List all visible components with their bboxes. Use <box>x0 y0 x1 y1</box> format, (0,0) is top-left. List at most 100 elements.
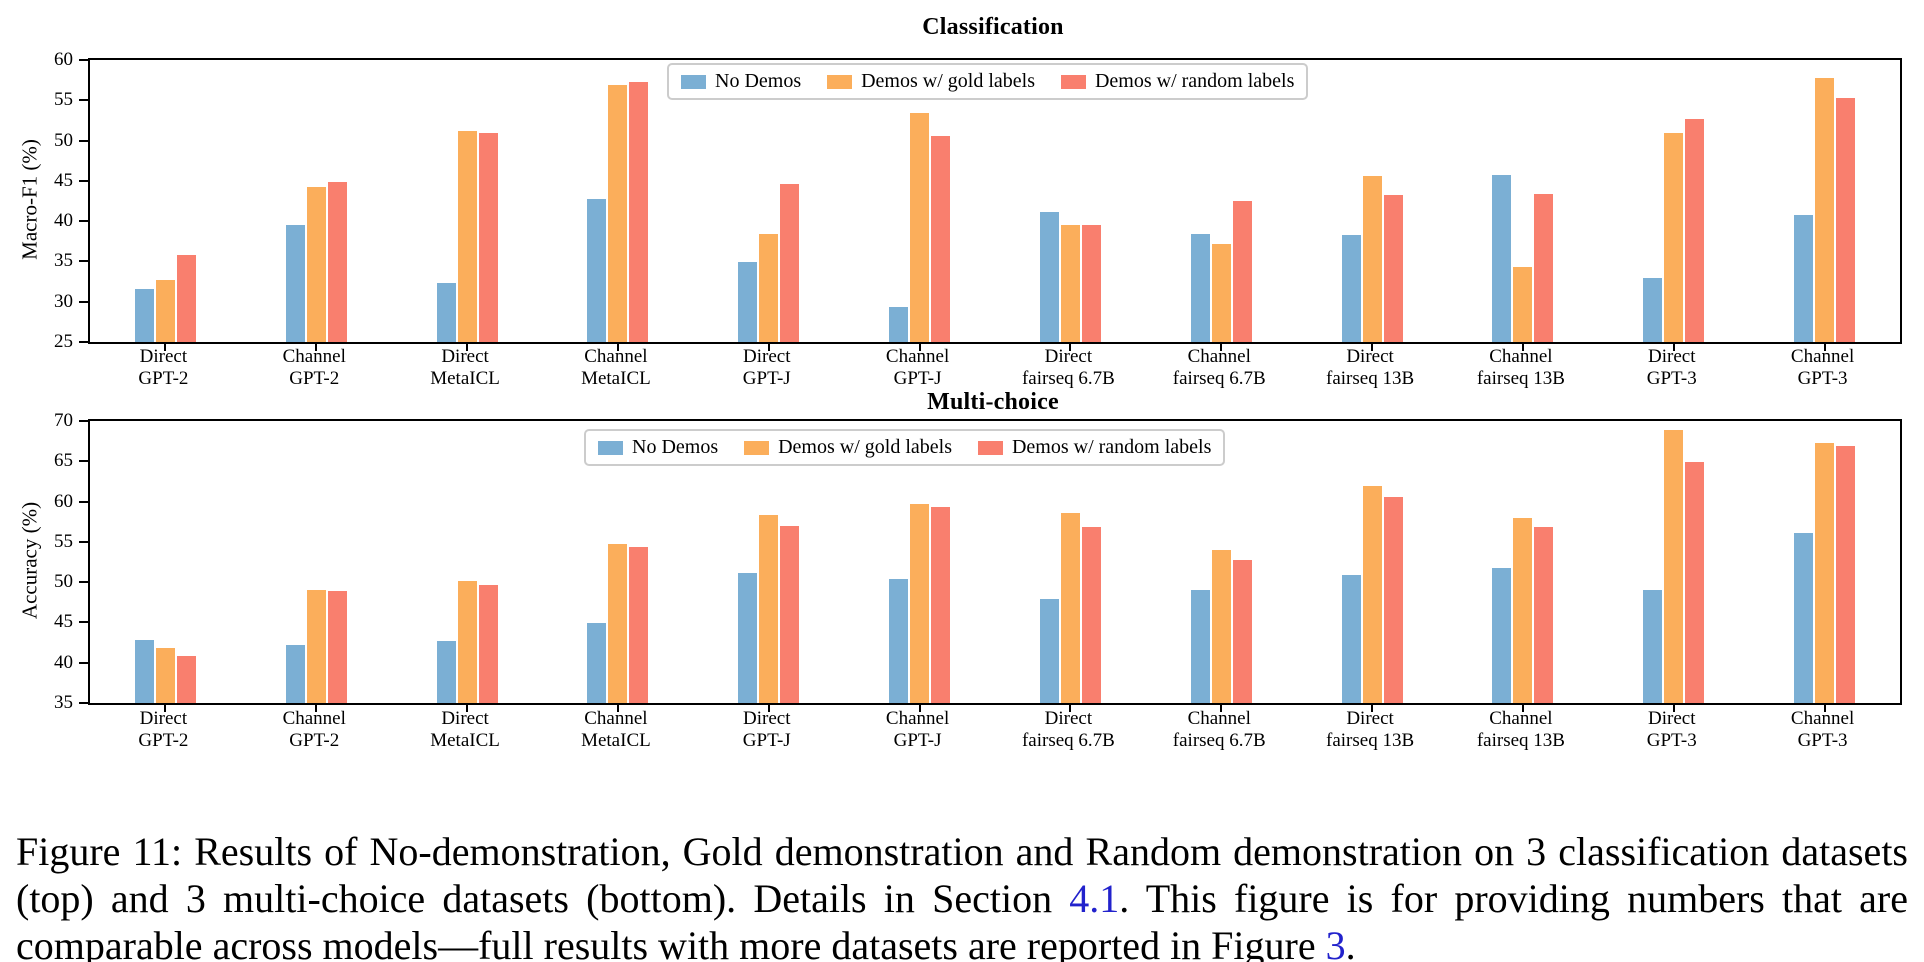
bar-gold-labels <box>154 279 176 342</box>
x-category-label: Channel fairseq 6.7B <box>1172 346 1266 389</box>
x-category-label: Direct MetaICL <box>430 346 500 389</box>
bar-random-labels <box>1231 200 1253 342</box>
bar-no-demos <box>1491 174 1513 342</box>
bar-gold-labels <box>1814 76 1836 342</box>
bar-random-labels <box>1684 461 1706 703</box>
bar-gold-labels <box>1361 484 1383 703</box>
bar-random-labels <box>628 80 650 342</box>
bar-random-labels <box>779 524 801 703</box>
bar-no-demos <box>888 305 910 342</box>
bar-gold-labels <box>456 579 478 703</box>
legend-label: No Demos <box>715 70 802 92</box>
y-tick-label: 40 <box>54 651 73 673</box>
x-category-label: Direct fairseq 13B <box>1326 708 1415 751</box>
x-category-label: Channel MetaICL <box>581 346 651 389</box>
bar-no-demos <box>586 197 608 342</box>
bar-group <box>392 421 543 703</box>
bar-gold-labels <box>1512 266 1534 342</box>
y-tick-mark <box>79 581 88 584</box>
caption-reference-link[interactable]: 4.1 <box>1069 876 1120 921</box>
y-tick-label: 40 <box>54 210 73 232</box>
legend-item-no-demos: No Demos <box>598 436 718 459</box>
bar-gold-labels <box>607 543 629 703</box>
x-category-label: Channel fairseq 6.7B <box>1172 708 1266 751</box>
bar-no-demos <box>737 260 759 342</box>
y-tick-label: 50 <box>54 571 73 593</box>
bar-no-demos <box>1642 276 1664 342</box>
bar-random-labels <box>1231 558 1253 703</box>
figure-caption: Figure 11: Results of No-demonstration, … <box>16 828 1908 962</box>
bar-no-demos <box>284 644 306 703</box>
x-category-label: Direct GPT-3 <box>1646 346 1697 389</box>
bar-group <box>543 60 694 342</box>
legend-swatch-icon <box>598 440 623 455</box>
caption-reference-link[interactable]: 3 <box>1325 923 1346 962</box>
y-tick-label: 45 <box>54 611 73 633</box>
y-tick-mark <box>79 341 88 343</box>
bar-random-labels <box>1835 97 1857 342</box>
x-category-label: Direct GPT-3 <box>1646 708 1697 751</box>
bar-random-labels <box>175 654 197 703</box>
bar-no-demos <box>888 578 910 703</box>
bar-group <box>90 421 241 703</box>
y-tick-label: 55 <box>54 530 73 552</box>
bar-random-labels <box>930 134 952 342</box>
y-tick-mark <box>79 540 88 543</box>
bar-gold-labels <box>1663 131 1685 342</box>
bar-no-demos <box>1642 589 1664 703</box>
x-category-label: Channel GPT-3 <box>1790 346 1855 389</box>
legend-swatch-icon <box>977 440 1003 455</box>
bar-gold-labels <box>1059 512 1081 703</box>
bar-gold-labels <box>1059 223 1081 342</box>
bar-no-demos <box>1491 566 1513 703</box>
bar-group <box>1297 421 1448 703</box>
legend-label: Demos w/ random labels <box>1011 436 1212 458</box>
x-tick-mark <box>466 342 469 351</box>
bar-gold-labels <box>758 513 780 703</box>
bar-random-labels <box>477 583 499 703</box>
legend-swatch-icon <box>1060 74 1086 89</box>
x-tick-mark <box>1371 342 1374 351</box>
x-tick-mark <box>1521 342 1524 351</box>
bar-group <box>1146 421 1297 703</box>
x-category-label: Channel GPT-3 <box>1790 708 1855 751</box>
x-tick-mark <box>1672 342 1675 351</box>
bar-no-demos <box>133 639 155 703</box>
y-tick-label: 25 <box>54 331 73 352</box>
bar-random-labels <box>326 590 348 703</box>
y-tick-label: 35 <box>54 692 73 713</box>
bar-group <box>1448 421 1599 703</box>
x-category-label: Direct fairseq 13B <box>1326 346 1415 389</box>
x-tick-mark <box>315 342 318 351</box>
y-tick-label: 35 <box>54 250 73 272</box>
y-tick-mark <box>79 59 88 61</box>
legend-label: Demos w/ gold labels <box>778 436 952 458</box>
y-tick-mark <box>79 621 88 624</box>
legend-label: Demos w/ random labels <box>1094 70 1295 92</box>
x-tick-mark <box>1672 703 1675 712</box>
bar-gold-labels <box>1361 175 1383 342</box>
plot-area-multi-choice: 35 40 45 50 55 60 65 70 No Demos Demos w/ gold la… <box>54 411 1902 712</box>
x-tick-mark <box>1069 342 1072 351</box>
y-tick-mark <box>79 220 88 223</box>
x-tick-mark <box>616 342 619 351</box>
bar-no-demos <box>1038 210 1060 342</box>
bar-group <box>1598 421 1749 703</box>
bar-no-demos <box>1038 598 1060 703</box>
bar-random-labels <box>1533 192 1555 342</box>
legend-classification: No Demos Demos w/ gold labels Demos w/ ran… <box>667 63 1309 100</box>
caption-text: . <box>1345 923 1356 962</box>
x-tick-mark <box>164 342 167 351</box>
y-tick-mark <box>79 702 88 704</box>
x-category-label: Direct GPT-2 <box>138 708 189 751</box>
bar-no-demos <box>1793 213 1815 342</box>
x-category-label: Direct fairseq 6.7B <box>1021 346 1115 389</box>
x-axis-labels-multi-choice: Direct GPT-2 Channel GPT-2 Direct MetaICL C… <box>88 708 1898 758</box>
x-tick-mark <box>1371 703 1374 712</box>
caption-text: . This figure is for providing numbers t… <box>16 876 1908 962</box>
bar-random-labels <box>1080 223 1102 342</box>
bar-group <box>1598 60 1749 342</box>
y-tick-mark <box>79 300 88 303</box>
bar-random-labels <box>477 131 499 342</box>
